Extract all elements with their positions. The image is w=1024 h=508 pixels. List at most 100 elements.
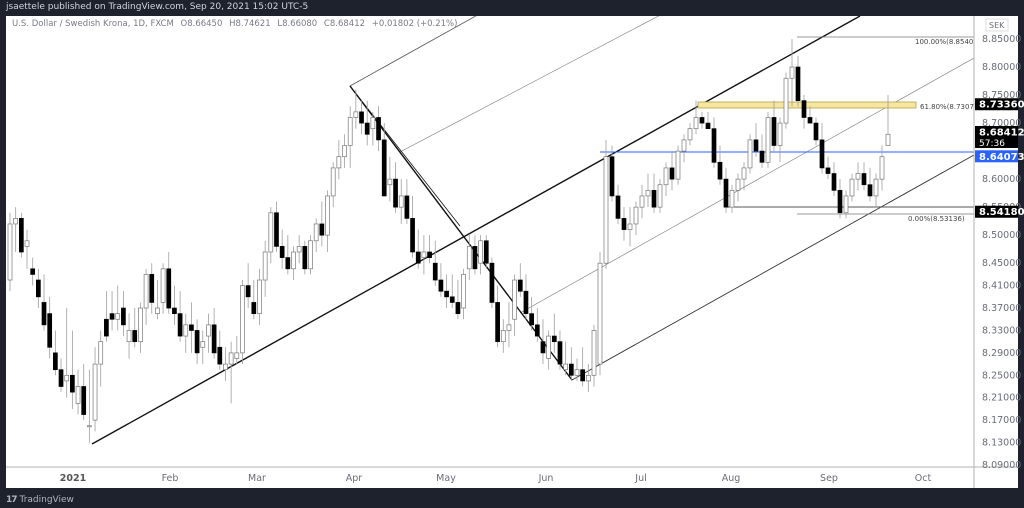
candle-down (393, 178, 398, 208)
candle-down (149, 274, 155, 303)
price-tick: 8.70000 (982, 118, 1021, 129)
candle-down (410, 218, 415, 253)
candle-up (268, 212, 274, 253)
pitchfork-median[interactable] (399, 0, 974, 153)
price-tick: 8.17000 (982, 415, 1021, 426)
symbol-title: U.S. Dollar / Swedish Krona, 1D, FXCM (12, 19, 174, 29)
price-label-bg (975, 125, 1018, 148)
ohlc-open: O8.66450 (180, 19, 223, 29)
candle-up (240, 285, 245, 354)
candle-up (308, 240, 313, 270)
candle-up (873, 178, 879, 197)
candle-up (681, 139, 687, 152)
price-tick: 8.13000 (982, 438, 1021, 449)
candle-down (109, 313, 115, 320)
candle-up (387, 178, 393, 186)
price-label: 8.54180 (979, 207, 1024, 218)
price-axis[interactable]: 8.850008.800008.750008.700008.600008.550… (982, 34, 1021, 471)
candle-up (330, 167, 336, 197)
plot-area[interactable]: 100.00%(8.85406) 61.80%(8.73079) 0.00%(8… (7, 0, 981, 445)
candle-up (747, 139, 753, 169)
price-label: 8.64073 (979, 152, 1024, 163)
candle-down (47, 313, 53, 348)
candle-down (455, 302, 461, 314)
price-tick: 8.37000 (982, 303, 1021, 314)
candle-down (489, 262, 495, 303)
price-tick: 8.09000 (982, 460, 1021, 471)
fib-0-label: 0.00%(8.53136) (908, 215, 965, 223)
candle-up (789, 66, 795, 79)
time-axis[interactable]: 2021 Feb Mar Apr May Jun Jul Aug Sep Oct (60, 473, 932, 484)
candle-down (364, 122, 370, 135)
time-tick: Apr (346, 473, 363, 484)
candle-down (523, 290, 529, 314)
candle-up (223, 363, 228, 371)
candle-down (517, 279, 523, 292)
candle-down (217, 346, 223, 365)
candle-up (126, 330, 132, 343)
candle-up (687, 128, 693, 141)
candle-up (398, 195, 404, 208)
candle-down (427, 251, 432, 258)
pitchfork-lower[interactable] (571, 154, 974, 381)
time-tick: Jun (538, 473, 554, 484)
candle-up (546, 335, 551, 359)
candle-down (53, 352, 58, 371)
currency-badge-box[interactable] (985, 18, 1009, 32)
candle-down (540, 341, 546, 354)
candle-down (795, 66, 801, 102)
time-tick: 2021 (60, 473, 86, 484)
currency-badge[interactable]: SEK (989, 21, 1005, 30)
candle-down (432, 262, 438, 281)
candle-up (206, 324, 211, 337)
candle-down (483, 240, 489, 264)
candles-group (7, 39, 891, 443)
candle-down (279, 246, 285, 258)
candle-up (336, 156, 342, 169)
candle-up (639, 195, 645, 208)
candle-down (534, 324, 540, 337)
resistance-zone[interactable] (697, 101, 917, 109)
price-label-bg (975, 150, 1018, 163)
candle-up (138, 307, 143, 343)
tradingview-logo[interactable]: 17 TradingView (6, 495, 74, 505)
candle-down (194, 330, 200, 354)
candle-down (444, 290, 449, 298)
candle-down (172, 307, 177, 314)
candle-down (58, 369, 64, 387)
candle-up (563, 363, 569, 371)
candle-down (41, 302, 47, 326)
symbol-legend: U.S. Dollar / Swedish Krona, 1D, FXCM O8… (12, 19, 461, 29)
candle-down (302, 246, 308, 270)
candle-down (711, 128, 717, 163)
fib-100-label: 100.00%(8.85406) (915, 38, 981, 46)
candle-up (783, 77, 789, 124)
main-trendline[interactable] (91, 16, 861, 445)
pitchfork-upper[interactable] (349, 0, 720, 87)
candle-down (285, 257, 291, 270)
price-tick: 8.50000 (982, 230, 1021, 241)
candle-down (18, 218, 24, 253)
candle-down (251, 302, 257, 314)
ohlc-close: C8.68412 (323, 19, 366, 29)
candle-up (353, 111, 359, 118)
candle-up (155, 307, 160, 314)
price-tick: 8.25000 (982, 370, 1021, 381)
candle-down (245, 285, 251, 298)
candle-up (849, 178, 855, 197)
price-tick: 8.60000 (982, 174, 1021, 185)
pitchfork-mid-low[interactable] (519, 57, 974, 314)
candle-down (825, 167, 831, 174)
chart-frame[interactable] (6, 16, 1018, 488)
candle-up (92, 363, 98, 421)
candle-down (621, 218, 627, 230)
candle-down (166, 268, 172, 309)
pitchfork-handle[interactable] (349, 85, 461, 227)
candle-down (861, 173, 867, 186)
candle-down (759, 150, 765, 163)
candle-down (381, 139, 387, 197)
candle-down (867, 184, 873, 197)
price-tick: 8.41000 (982, 281, 1021, 292)
candle-up (24, 240, 30, 247)
